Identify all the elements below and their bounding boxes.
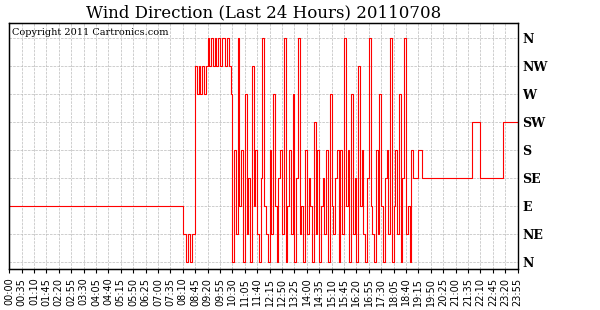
Title: Wind Direction (Last 24 Hours) 20110708: Wind Direction (Last 24 Hours) 20110708 (86, 4, 441, 21)
Text: Copyright 2011 Cartronics.com: Copyright 2011 Cartronics.com (12, 28, 168, 37)
